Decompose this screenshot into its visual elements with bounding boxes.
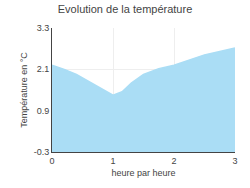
svg-text:Température en °C: Température en °C bbox=[19, 52, 29, 128]
svg-text:0: 0 bbox=[49, 156, 54, 166]
svg-text:3: 3 bbox=[232, 156, 237, 166]
svg-text:3.3: 3.3 bbox=[37, 23, 50, 33]
svg-text:2.1: 2.1 bbox=[37, 64, 50, 74]
svg-text:Evolution de la température: Evolution de la température bbox=[58, 3, 193, 15]
svg-text:heure par heure: heure par heure bbox=[111, 168, 175, 178]
svg-text:-0.3: -0.3 bbox=[34, 147, 50, 157]
svg-text:0.9: 0.9 bbox=[37, 106, 50, 116]
svg-text:2: 2 bbox=[171, 156, 176, 166]
svg-text:1: 1 bbox=[110, 156, 115, 166]
